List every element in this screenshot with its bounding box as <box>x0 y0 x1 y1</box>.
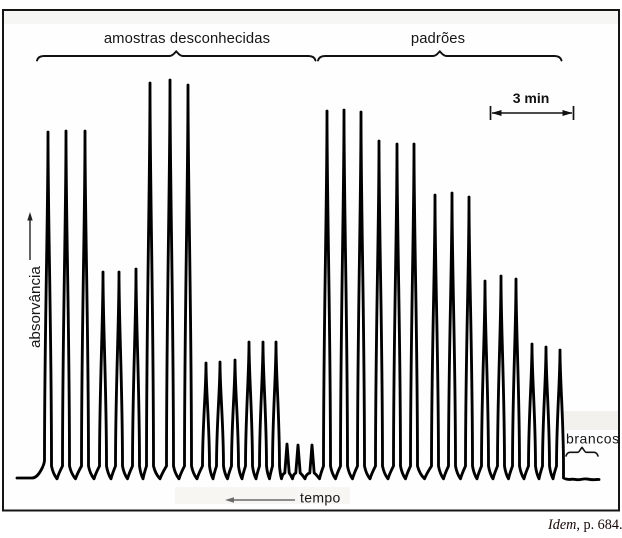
svg-text:brancos: brancos <box>566 431 620 447</box>
svg-text:tempo: tempo <box>300 490 341 506</box>
svg-text:3 min: 3 min <box>513 90 550 106</box>
svg-text:padrões: padrões <box>411 31 465 47</box>
svg-text:Idem, p. 684.: Idem, p. 684. <box>547 517 622 533</box>
svg-text:absorvância: absorvância <box>27 266 44 348</box>
svg-text:amostras desconhecidas: amostras desconhecidas <box>104 31 270 47</box>
